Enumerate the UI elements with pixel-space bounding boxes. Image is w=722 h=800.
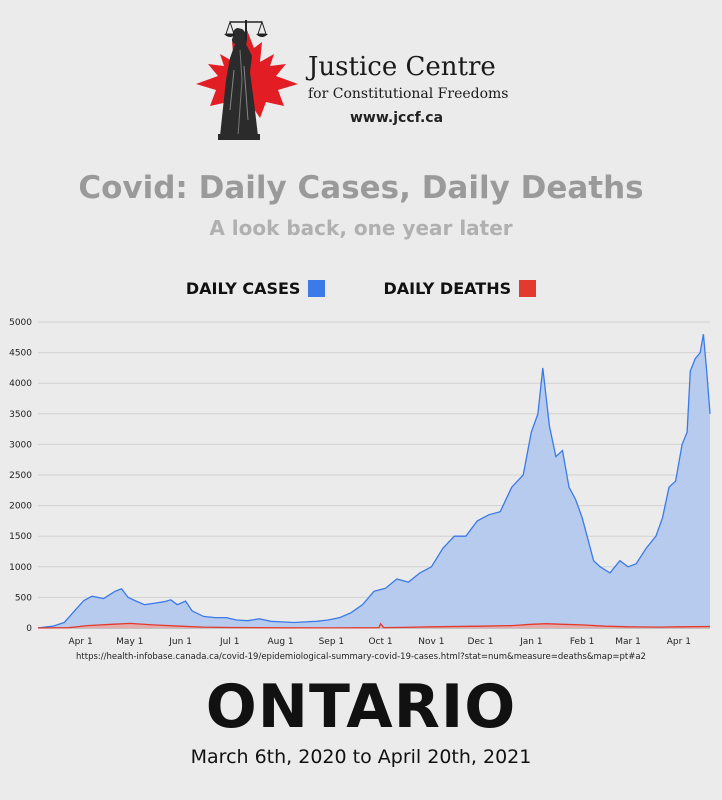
y-tick-label: 1000 bbox=[9, 563, 32, 573]
x-tick-label: Dec 1 bbox=[468, 637, 494, 647]
x-tick-label: Oct 1 bbox=[368, 637, 392, 647]
chart-legend: DAILY CASES DAILY DEATHS bbox=[0, 279, 722, 298]
y-tick-label: 2500 bbox=[9, 471, 32, 481]
y-tick-label: 4500 bbox=[9, 349, 32, 359]
x-tick-label: Apr 1 bbox=[69, 637, 93, 647]
x-tick-label: Nov 1 bbox=[418, 637, 444, 647]
date-range: March 6th, 2020 to April 20th, 2021 bbox=[190, 746, 532, 768]
series-layer bbox=[37, 334, 711, 629]
y-tick-label: 3500 bbox=[9, 410, 32, 420]
org-url: www.jccf.ca bbox=[350, 110, 444, 126]
region-title: ONTARIO bbox=[205, 672, 517, 742]
legend-item-deaths: DAILY DEATHS bbox=[383, 279, 537, 298]
y-tick-label: 5000 bbox=[9, 318, 32, 328]
chart-subtitle: A look back, one year later bbox=[209, 216, 513, 240]
jccf-logo: Justice Centre for Constitutional Freedo… bbox=[190, 10, 530, 150]
legend-item-cases: DAILY CASES bbox=[186, 279, 326, 298]
x-tick-label: Apr 1 bbox=[667, 637, 691, 647]
series-area-cases bbox=[38, 334, 710, 628]
y-tick-label: 0 bbox=[26, 624, 32, 634]
y-tick-label: 2000 bbox=[9, 502, 32, 512]
y-tick-label: 3000 bbox=[9, 440, 32, 450]
series-area-deaths bbox=[38, 623, 710, 628]
x-axis: Apr 1 May 1 Jun 1 Jul 1 Aug 1 Sep 1 Oct 1 Nov 1… bbox=[69, 637, 691, 647]
x-tick-label: May 1 bbox=[116, 637, 143, 647]
series-line-cases bbox=[37, 334, 711, 629]
y-tick-label: 1500 bbox=[9, 532, 32, 542]
x-tick-label: Mar 1 bbox=[615, 637, 641, 647]
chart-title: Covid: Daily Cases, Daily Deaths bbox=[78, 170, 644, 206]
x-tick-label: Aug 1 bbox=[267, 637, 293, 647]
legend-swatch-deaths bbox=[519, 280, 537, 297]
org-subtitle: for Constitutional Freedoms bbox=[308, 86, 509, 102]
x-tick-label: Feb 1 bbox=[570, 637, 595, 647]
legend-swatch-cases bbox=[308, 280, 326, 297]
x-tick-label: Jun 1 bbox=[168, 637, 192, 647]
legend-label-cases: DAILY CASES bbox=[185, 279, 301, 298]
y-axis: 0 500 1000 1500 2000 2500 3000 3500 4000 4500 5000 bbox=[9, 318, 32, 634]
org-name: Justice Centre bbox=[308, 52, 496, 82]
x-tick-label: Sep 1 bbox=[319, 637, 345, 647]
source-url: https://health-infobase.canada.ca/covid-… bbox=[76, 652, 646, 662]
lady-justice-maple-leaf-icon bbox=[196, 20, 298, 140]
x-tick-label: Jul 1 bbox=[219, 637, 239, 647]
area-chart: 0 500 1000 1500 2000 2500 3000 3500 4000 4500 5000… bbox=[9, 318, 711, 647]
x-tick-label: Jan 1 bbox=[519, 637, 542, 647]
series-line-deaths bbox=[37, 622, 711, 629]
legend-label-deaths: DAILY DEATHS bbox=[383, 279, 512, 298]
y-tick-label: 4000 bbox=[9, 379, 32, 389]
y-tick-label: 500 bbox=[15, 593, 32, 603]
